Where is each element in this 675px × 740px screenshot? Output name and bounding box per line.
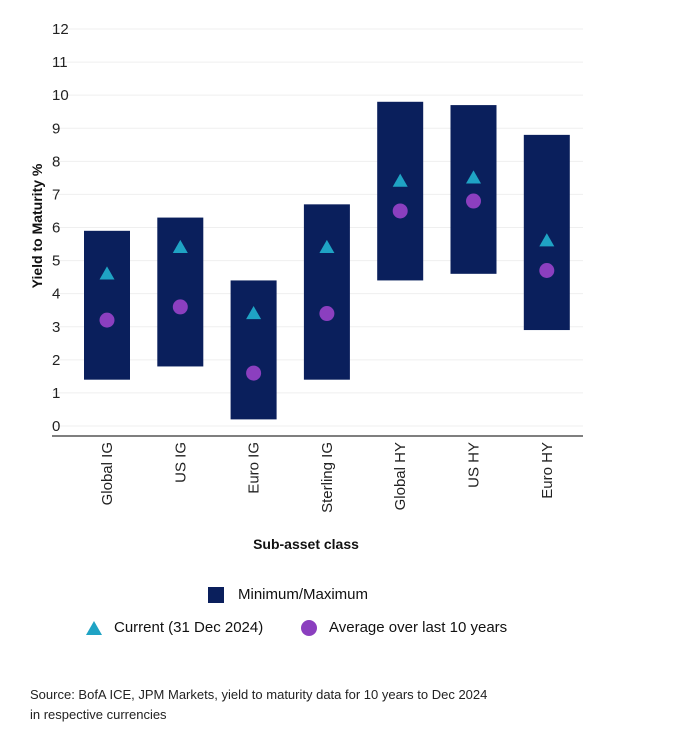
legend-item-average: Average over last 10 years xyxy=(301,619,507,636)
current-marker-5 xyxy=(466,170,481,184)
y-tick-11: 11 xyxy=(52,54,68,71)
average-marker-3 xyxy=(319,306,335,322)
range-bars xyxy=(84,101,570,420)
current-marker-4 xyxy=(392,173,408,187)
x-axis-title: Sub-asset class xyxy=(253,536,359,552)
legend-item-current: Current (31 Dec 2024) xyxy=(86,619,263,636)
y-axis-title: Yield to Maturity % xyxy=(29,163,45,288)
y-tick-4: 4 xyxy=(52,286,60,303)
x-tick-5: US HY xyxy=(466,442,483,488)
range-bar-3 xyxy=(303,204,350,380)
markers xyxy=(99,170,555,381)
y-tick-6: 6 xyxy=(52,220,60,237)
current-marker-6 xyxy=(539,233,555,247)
range-bar-6 xyxy=(523,134,570,331)
range-bar-0 xyxy=(84,230,130,380)
current-marker-2 xyxy=(246,306,262,320)
range-bar-5 xyxy=(450,105,497,274)
average-marker-1 xyxy=(172,299,188,315)
current-marker-3 xyxy=(319,239,335,253)
y-tick-10: 10 xyxy=(52,87,69,104)
x-tick-2: Euro IG xyxy=(246,442,263,494)
average-marker-4 xyxy=(392,203,408,219)
x-tick-1: US IG xyxy=(172,442,189,483)
source-note: Source: BofA ICE, JPM Markets, yield to … xyxy=(30,685,630,725)
y-tick-1: 1 xyxy=(52,385,60,402)
source-line-2: in respective currencies xyxy=(30,707,167,722)
x-tick-3: Sterling IG xyxy=(319,442,336,513)
x-tick-4: Global HY xyxy=(392,442,409,510)
range-bar-2 xyxy=(230,280,277,420)
circle-icon xyxy=(301,619,317,636)
y-tick-0: 0 xyxy=(52,418,60,435)
current-marker-0 xyxy=(99,266,115,280)
average-marker-6 xyxy=(539,263,555,279)
average-marker-0 xyxy=(99,312,115,328)
average-marker-2 xyxy=(246,365,262,381)
current-marker-1 xyxy=(172,239,188,253)
source-line-1: Source: BofA ICE, JPM Markets, yield to … xyxy=(30,687,488,702)
minmax-square-icon xyxy=(208,586,224,603)
legend-label-minmax: Minimum/Maximum xyxy=(238,586,369,603)
y-tick-9: 9 xyxy=(52,120,60,137)
y-tick-3: 3 xyxy=(52,319,60,336)
y-tick-7: 7 xyxy=(52,186,60,203)
legend-label-average: Average over last 10 years xyxy=(329,619,508,636)
legend-item-minmax: Minimum/Maximum xyxy=(208,586,368,603)
y-tick-5: 5 xyxy=(52,253,60,270)
x-tick-0: Global IG xyxy=(99,442,116,505)
y-tick-2: 2 xyxy=(52,352,60,369)
triangle-icon xyxy=(86,620,102,635)
y-tick-8: 8 xyxy=(52,153,60,170)
legend-label-current: Current (31 Dec 2024) xyxy=(114,619,264,636)
range-bar-4 xyxy=(377,101,424,281)
y-tick-12: 12 xyxy=(52,21,69,38)
x-tick-labels: Global IG US IG Euro IG Sterling IG Global H… xyxy=(99,442,556,513)
x-tick-6: Euro HY xyxy=(539,442,556,499)
average-marker-5 xyxy=(466,193,481,209)
